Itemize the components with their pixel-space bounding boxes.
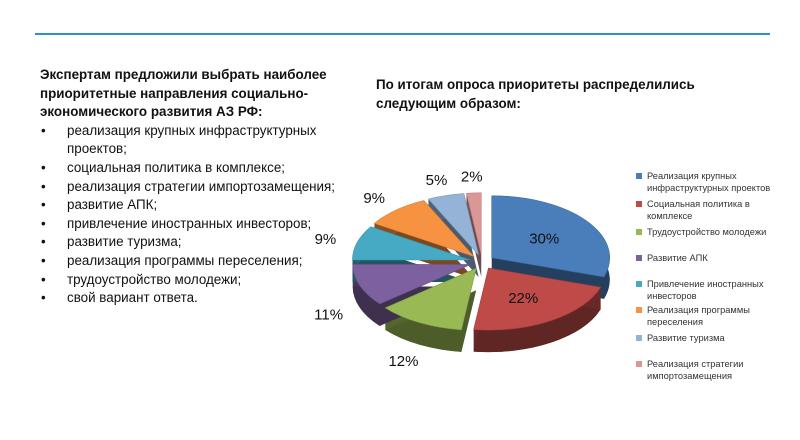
pie-slice-side xyxy=(466,192,482,277)
list-item: реализация крупных инфраструктурных прое… xyxy=(40,122,340,159)
pie-slice xyxy=(491,195,610,278)
chart-legend: Реализация крупных инфраструктурных прое… xyxy=(636,170,796,382)
list-item: реализация программы переселения; xyxy=(40,252,340,271)
legend-item: Трудоустройство молодежи xyxy=(636,226,796,238)
legend-label: Реализация стратегии импортозамещения xyxy=(647,359,744,381)
pie-slice xyxy=(466,192,482,255)
legend-item: Реализация программы переселения xyxy=(636,304,796,328)
list-item: социальная политика в комплексе; xyxy=(40,159,340,178)
data-label: 9% xyxy=(363,190,385,207)
pie-slice xyxy=(352,226,471,261)
legend-label: Привлечение иностранных инвесторов xyxy=(647,279,764,301)
legend-label: Реализация крупных инфраструктурных прое… xyxy=(647,171,771,193)
legend-swatch xyxy=(636,281,642,287)
legend-swatch xyxy=(636,255,642,261)
intro-text: Экспертам предложили выбрать наиболее пр… xyxy=(40,67,327,120)
legend-swatch xyxy=(636,335,642,341)
pie-slice xyxy=(352,264,471,305)
legend-label: Трудоустройство молодежи xyxy=(647,227,767,237)
legend-item: Развитие туризма xyxy=(636,332,796,344)
legend-label: Развитие туризма xyxy=(647,333,725,343)
header-rule xyxy=(35,33,770,35)
legend-label: Социальная политика в комплексе xyxy=(647,199,750,221)
legend-item: Социальная политика в комплексе xyxy=(636,198,796,222)
data-label: 11% xyxy=(314,306,343,323)
data-label: 5% xyxy=(426,172,448,189)
data-label: 12% xyxy=(388,353,418,370)
list-item: развитие АПК; xyxy=(40,196,340,215)
survey-description: Экспертам предложили выбрать наиболее пр… xyxy=(40,66,340,308)
pie-slice xyxy=(473,267,602,331)
legend-label: Реализация программы переселения xyxy=(647,305,750,327)
data-label: 9% xyxy=(315,231,337,248)
legend-swatch xyxy=(636,229,642,235)
list-item: свой вариант ответа. xyxy=(40,289,340,308)
list-item: реализация стратегии импортозамещения; xyxy=(40,178,340,197)
legend-swatch xyxy=(636,201,642,207)
legend-item: Развитие АПК xyxy=(636,252,796,264)
list-item: трудоустройство молодежи; xyxy=(40,271,340,290)
pie-slice xyxy=(427,193,479,256)
legend-item: Реализация стратегии импортозамещения xyxy=(636,358,796,382)
pie-slice xyxy=(373,200,476,258)
legend-swatch xyxy=(636,173,642,179)
legend-item: Реализация крупных инфраструктурных прое… xyxy=(636,170,796,194)
pie-slice xyxy=(384,267,477,331)
list-item: привлечение иностранных инвесторов; xyxy=(40,215,340,234)
legend-swatch xyxy=(636,361,642,367)
legend-label: Развитие АПК xyxy=(647,253,708,263)
list-item: развитие туризма; xyxy=(40,233,340,252)
bullet-list: реализация крупных инфраструктурных прое… xyxy=(40,122,340,308)
legend-item: Привлечение иностранных инвесторов xyxy=(636,278,796,302)
data-label: 22% xyxy=(508,290,538,307)
data-label: 2% xyxy=(461,169,483,186)
chart-title: По итогам опроса приоритеты распределили… xyxy=(376,77,695,111)
data-label: 30% xyxy=(529,231,559,248)
legend-swatch xyxy=(636,307,642,313)
